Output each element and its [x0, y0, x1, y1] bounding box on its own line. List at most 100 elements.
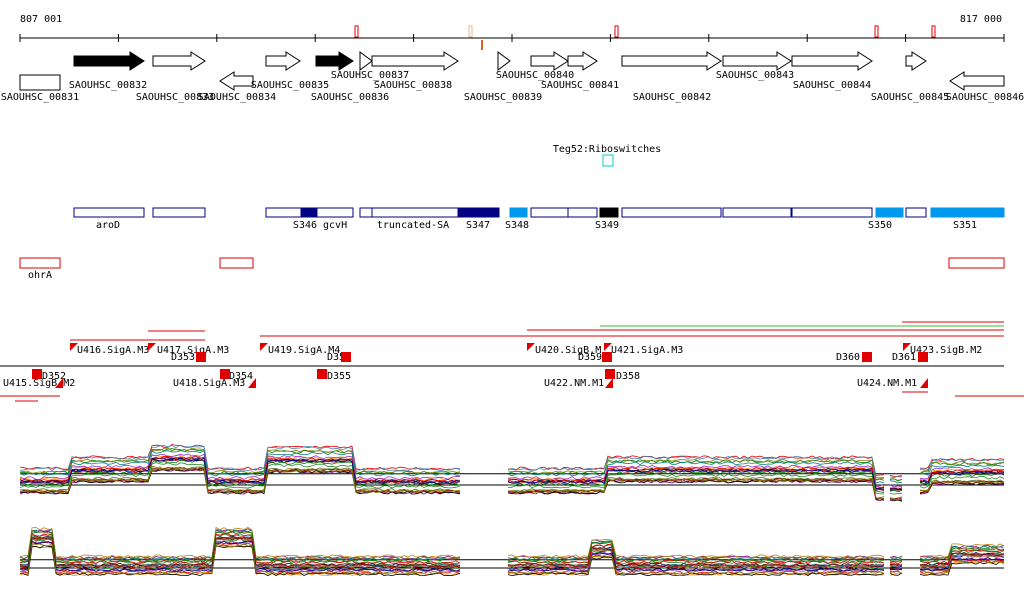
expression-trace: [919, 461, 1005, 475]
feature-box: [371, 207, 459, 218]
promoter-block: [862, 352, 872, 362]
expression-trace: [889, 492, 903, 495]
expression-trace: [507, 469, 885, 492]
expression-trace: [507, 539, 885, 560]
gene-label: SAOUHSC_00834: [198, 92, 276, 103]
expression-trace: [507, 473, 884, 495]
promoter-flag: [903, 343, 911, 351]
gene-label: SAOUHSC_00842: [633, 92, 711, 103]
ruler-start: 807 001: [20, 14, 62, 25]
gene: [497, 51, 511, 71]
promoter-label: U416.SigA.M3: [77, 345, 149, 356]
expression-trace: [19, 543, 461, 575]
gene-label: SAOUHSC_00833: [136, 92, 214, 103]
expression-trace: [507, 541, 885, 563]
expression-trace: [507, 479, 885, 502]
expression-trace: [507, 459, 885, 481]
feature-box: [530, 207, 569, 218]
feature-box: [599, 207, 619, 218]
terminator-label: ohrA: [28, 270, 52, 281]
feature-box: [509, 207, 528, 218]
expression-trace: [507, 538, 885, 559]
gene: [359, 51, 373, 71]
expression-trace: [507, 556, 885, 577]
expression-trace: [19, 455, 461, 483]
expression-trace: [507, 552, 885, 572]
marker: [468, 25, 473, 38]
expression-trace: [919, 479, 1005, 492]
expression-trace: [919, 559, 1005, 575]
feature-label: aroD: [96, 220, 120, 231]
expression-trace: [507, 555, 885, 575]
promoter-flag: [920, 378, 928, 388]
gene-label: SAOUHSC_00837: [331, 70, 409, 81]
feature-label: S349: [595, 220, 619, 231]
expression-trace: [19, 448, 461, 475]
gene: [371, 51, 459, 71]
promoter-label: D361: [892, 352, 916, 363]
expression-trace: [919, 557, 1005, 572]
expression-trace: [19, 530, 461, 563]
expression-trace: [19, 447, 461, 474]
expression-trace: [19, 536, 461, 568]
expression-trace: [507, 467, 885, 490]
expression-trace: [19, 544, 461, 577]
gene-label: SAOUHSC_00840: [496, 70, 574, 81]
promoter-flag: [604, 343, 612, 351]
gene-label: SAOUHSC_00846: [946, 92, 1024, 103]
expression-trace: [919, 458, 1005, 471]
feature-box: [73, 207, 145, 218]
marker: [614, 25, 619, 38]
promoter-block: [605, 369, 615, 379]
expression-trace: [919, 547, 1005, 562]
gene-label: SAOUHSC_00838: [374, 80, 452, 91]
expression-trace: [507, 461, 885, 484]
feature-label: S347: [466, 220, 490, 231]
gene: [905, 51, 927, 71]
gene: [265, 51, 301, 71]
terminator-box: [219, 257, 254, 269]
promoter-label: U417.SigA.M3: [157, 345, 229, 356]
expression-trace: [19, 466, 461, 494]
expression-trace: [919, 467, 1005, 480]
expression-trace: [19, 453, 461, 480]
expression-trace: [919, 464, 1005, 476]
expression-trace: [19, 540, 461, 572]
feature-box: [905, 207, 927, 218]
feature-label: S351: [953, 220, 977, 231]
expression-trace: [919, 461, 1005, 474]
gene-label: SAOUHSC_00844: [793, 80, 871, 91]
terminator-box: [19, 257, 61, 269]
promoter-flag: [70, 343, 78, 351]
terminator-box: [948, 257, 1005, 269]
marker: [931, 25, 936, 38]
expression-trace: [19, 462, 461, 489]
gene-label: SAOUHSC_00831: [1, 92, 79, 103]
promoter-block: [918, 352, 928, 362]
promoter-label: D358: [616, 371, 640, 382]
promoter-label: D353: [171, 352, 195, 363]
expression-trace: [19, 459, 461, 486]
promoter-block: [196, 352, 206, 362]
gene-label: SAOUHSC_00832: [69, 80, 147, 91]
expression-trace: [507, 470, 885, 493]
gene: [791, 51, 873, 71]
expression-trace: [919, 471, 1005, 485]
expression-trace: [919, 468, 1005, 481]
promoter-label: U422.NM.M1: [544, 378, 604, 389]
expression-trace: [919, 481, 1005, 494]
promoter-label: U424.NM.M1: [857, 378, 917, 389]
gene: [73, 51, 145, 71]
expression-trace: [889, 558, 903, 562]
expression-trace: [19, 457, 461, 485]
expression-trace: [507, 477, 885, 500]
gene-label: SAOUHSC_00839: [464, 92, 542, 103]
expression-trace: [507, 542, 885, 562]
feature-box: [791, 207, 873, 218]
feature-label: S350: [868, 220, 892, 231]
promoter-label: D354: [229, 371, 253, 382]
expression-trace: [889, 563, 903, 566]
gene: [219, 71, 254, 91]
feature-box: [457, 207, 500, 218]
expression-trace: [889, 498, 903, 501]
